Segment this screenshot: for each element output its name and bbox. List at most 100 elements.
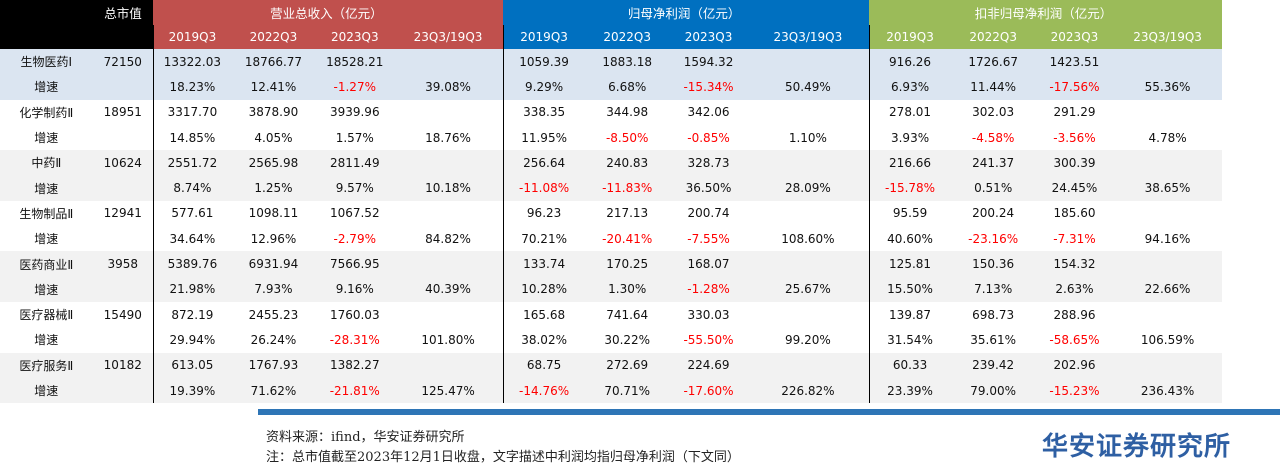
growth-cell: 9.16%: [316, 276, 398, 302]
value-cell: 2565.98: [234, 150, 317, 176]
empty-cell: [751, 352, 870, 378]
header-row-periods: 2019Q3 2022Q3 2023Q3 23Q3/19Q3 2019Q3 20…: [0, 25, 1222, 49]
table-row: 化学制药Ⅱ 18951 3317.70 3878.90 3939.96 338.35 344…: [0, 99, 1222, 125]
value-cell: 330.03: [669, 301, 752, 328]
industry-name: 化学制药Ⅱ: [0, 99, 97, 125]
empty-cell: [751, 251, 870, 277]
growth-cell: 1.25%: [234, 175, 317, 201]
value-cell: 240.83: [588, 150, 670, 176]
growth-cell: -17.56%: [1035, 74, 1118, 100]
value-cell: 2551.72: [153, 150, 235, 176]
header-row-groups: 总市值 营业总收入（亿元） 归母净利润（亿元） 扣非归母净利润（亿元）: [0, 0, 1222, 25]
empty-cell: [1117, 49, 1222, 75]
growth-cell: 40.60%: [869, 226, 955, 252]
growth-cell: -21.81%: [316, 377, 398, 404]
growth-cell: 23.39%: [869, 377, 955, 404]
growth-cell: -3.56%: [1035, 124, 1118, 151]
growth-cell: -7.55%: [669, 226, 752, 252]
value-cell: 150.36: [954, 251, 1036, 277]
growth-cell: 38.02%: [503, 327, 589, 353]
header-deducted-profit: 扣非归母净利润（亿元）: [869, 0, 1222, 25]
header-blank: [0, 0, 97, 25]
value-cell: 217.13: [588, 200, 670, 227]
growth-cell: 99.20%: [751, 327, 870, 353]
value-cell: 3317.70: [153, 99, 235, 125]
period-header: 2023Q3: [316, 25, 398, 49]
growth-cell: 38.65%: [1117, 175, 1222, 201]
period-header: 2022Q3: [954, 25, 1036, 49]
growth-cell: 18.23%: [153, 74, 235, 100]
growth-cell: -2.79%: [316, 226, 398, 252]
value-cell: 272.69: [588, 352, 670, 378]
value-cell: 1594.32: [669, 49, 752, 75]
growth-cell: -20.41%: [588, 226, 670, 252]
growth-cell: 28.09%: [751, 175, 870, 201]
value-cell: 291.29: [1035, 99, 1118, 125]
header-revenue: 营业总收入（亿元）: [153, 0, 504, 25]
value-cell: 2455.23: [234, 301, 317, 328]
value-cell: 125.81: [869, 251, 955, 277]
industry-name: 生物制品Ⅱ: [0, 200, 97, 227]
growth-cell: 39.08%: [397, 74, 504, 100]
growth-cell: 106.59%: [1117, 327, 1222, 353]
growth-cell: 19.39%: [153, 377, 235, 404]
empty-cell: [96, 175, 154, 201]
growth-cell: 11.95%: [503, 124, 589, 151]
period-header: 2019Q3: [503, 25, 589, 49]
value-cell: 1423.51: [1035, 49, 1118, 75]
growth-cell: 30.22%: [588, 327, 670, 353]
empty-cell: [1117, 99, 1222, 125]
growth-row: 增速 14.85% 4.05% 1.57% 18.76% 11.95% -8.50% -0.8…: [0, 124, 1222, 151]
value-cell: 7566.95: [316, 251, 398, 277]
period-header: 2022Q3: [588, 25, 670, 49]
growth-cell: -55.50%: [669, 327, 752, 353]
value-cell: 300.39: [1035, 150, 1118, 176]
growth-row: 增速 18.23% 12.41% -1.27% 39.08% 9.29% 6.68% -15.…: [0, 74, 1222, 100]
growth-cell: 4.78%: [1117, 124, 1222, 151]
growth-cell: 7.13%: [954, 276, 1036, 302]
period-header: 2023Q3: [669, 25, 752, 49]
value-cell: 916.26: [869, 49, 955, 75]
empty-cell: [1117, 301, 1222, 328]
value-cell: 698.73: [954, 301, 1036, 328]
market-cap-value: 72150: [96, 49, 154, 75]
growth-cell: 29.94%: [153, 327, 235, 353]
period-header: 23Q3/19Q3: [1117, 25, 1222, 49]
table-row: 生物医药Ⅰ 72150 13322.03 18766.77 18528.21 1059.3…: [0, 49, 1222, 75]
value-cell: 202.96: [1035, 352, 1118, 378]
growth-cell: 40.39%: [397, 276, 504, 302]
table-row: 生物制品Ⅱ 12941 577.61 1098.11 1067.52 96.23 217.1…: [0, 200, 1222, 227]
empty-cell: [397, 49, 504, 75]
growth-cell: 6.93%: [869, 74, 955, 100]
growth-cell: 0.51%: [954, 175, 1036, 201]
value-cell: 95.59: [869, 200, 955, 227]
growth-row: 增速 19.39% 71.62% -21.81% 125.47% -14.76% 70.71…: [0, 377, 1222, 404]
empty-cell: [397, 99, 504, 125]
value-cell: 1059.39: [503, 49, 589, 75]
period-header: 2019Q3: [869, 25, 955, 49]
growth-cell: 79.00%: [954, 377, 1036, 404]
growth-cell: 9.57%: [316, 175, 398, 201]
growth-row: 增速 29.94% 26.24% -28.31% 101.80% 38.02% 30.22%…: [0, 327, 1222, 353]
empty-cell: [96, 377, 154, 404]
growth-cell: 14.85%: [153, 124, 235, 151]
growth-cell: -0.85%: [669, 124, 752, 151]
market-cap-value: 10624: [96, 150, 154, 176]
growth-cell: 4.05%: [234, 124, 317, 151]
footer-divider-bar: [258, 409, 1280, 415]
growth-label: 增速: [0, 327, 97, 353]
period-header: 23Q3/19Q3: [397, 25, 504, 49]
value-cell: 18766.77: [234, 49, 317, 75]
market-cap-value: 15490: [96, 301, 154, 328]
industry-name: 生物医药Ⅰ: [0, 49, 97, 75]
value-cell: 185.60: [1035, 200, 1118, 227]
growth-cell: 226.82%: [751, 377, 870, 404]
value-cell: 872.19: [153, 301, 235, 328]
value-cell: 1726.67: [954, 49, 1036, 75]
growth-cell: 2.63%: [1035, 276, 1118, 302]
growth-cell: 21.98%: [153, 276, 235, 302]
table-row: 医疗服务Ⅱ 10182 613.05 1767.93 1382.27 68.75 272.6…: [0, 352, 1222, 378]
growth-cell: 125.47%: [397, 377, 504, 404]
value-cell: 216.66: [869, 150, 955, 176]
value-cell: 241.37: [954, 150, 1036, 176]
